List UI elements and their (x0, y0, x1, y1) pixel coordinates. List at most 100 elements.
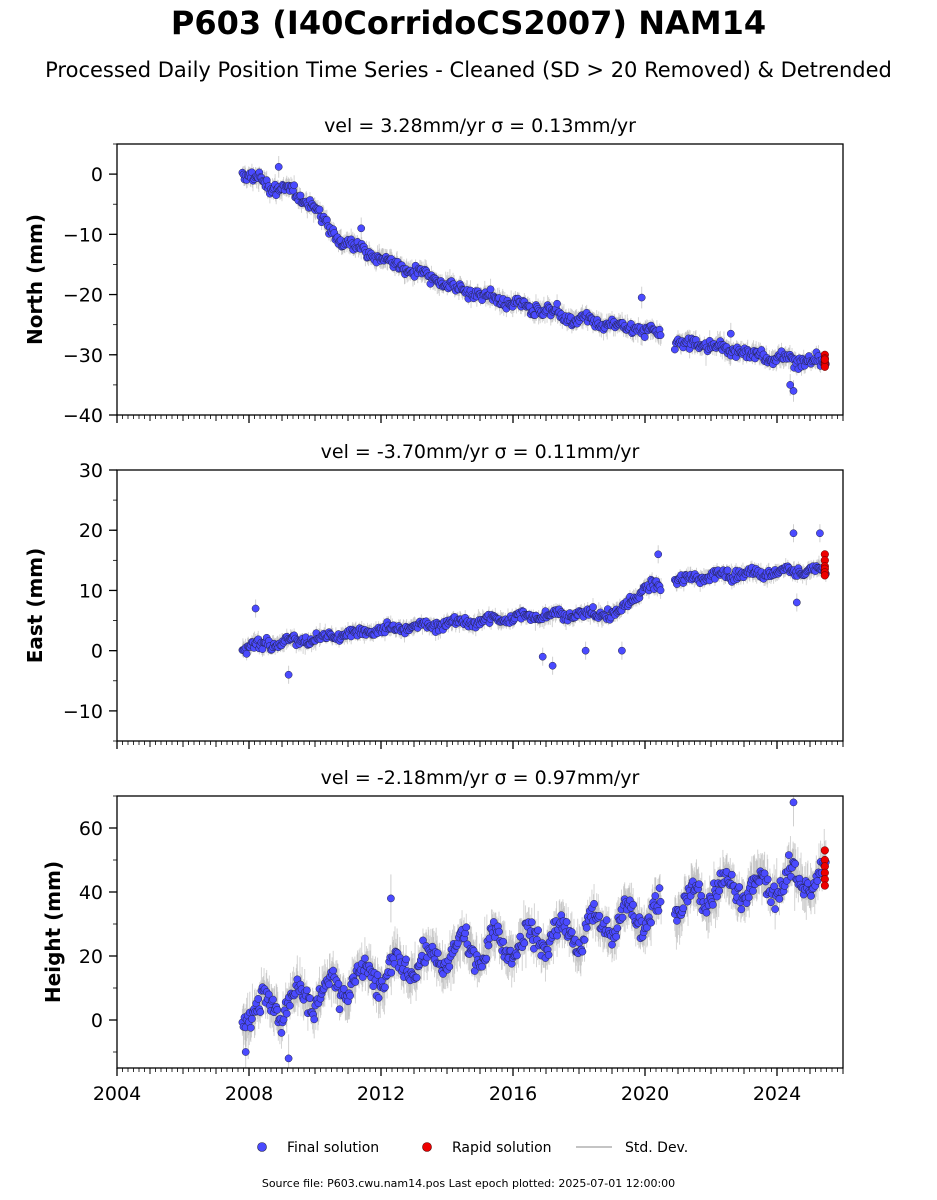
final-point (486, 285, 495, 294)
rapid-point (820, 362, 829, 371)
final-point-outlier (789, 529, 798, 538)
panel-title: vel = -3.70mm/yr σ = 0.11mm/yr (321, 441, 640, 463)
final-point-outlier (618, 646, 626, 655)
final-point (670, 345, 679, 354)
panel-2-data (238, 524, 830, 684)
final-point (329, 966, 338, 975)
rapid-points (820, 550, 829, 580)
final-point (325, 980, 333, 989)
final-point (279, 1015, 288, 1024)
rapid-point (820, 355, 829, 364)
final-point-outlier (726, 329, 735, 338)
panel-1-data (238, 156, 830, 402)
final-point-outlier (816, 529, 824, 538)
panel-3-data (238, 796, 830, 1068)
y-tick-label: 20 (79, 520, 103, 542)
y-axis: 0 −10 −20 −30 −40 (63, 143, 117, 427)
final-point-outlier (581, 646, 590, 655)
y-axis-label: North (mm) (23, 214, 47, 345)
page-title: P603 (I40CorridoCS2007) NAM14 (170, 4, 767, 42)
final-point (351, 978, 360, 986)
final-point-outlier (274, 163, 283, 171)
x-axis (116, 741, 844, 749)
panel-title: vel = 3.28mm/yr σ = 0.13mm/yr (324, 115, 636, 137)
panel-frame (116, 143, 844, 416)
final-point (412, 973, 421, 982)
y-tick-label: 0 (91, 641, 103, 663)
final-point-outlier (637, 293, 646, 302)
y-axis-label: East (mm) (23, 548, 47, 664)
stddev-bars (241, 156, 827, 402)
final-point-outlier (789, 387, 798, 395)
final-point-outlier (251, 604, 260, 613)
final-point (381, 983, 389, 992)
final-point (306, 994, 314, 1003)
panel-2: 30 20 10 0 −10 East (mm) vel = -3.70mm/yr σ = … (23, 441, 844, 749)
final-point (482, 954, 491, 963)
final-point (433, 949, 442, 957)
final-point-outlier (792, 598, 801, 607)
final-point (656, 586, 665, 595)
final-point (589, 603, 597, 611)
final-point (553, 299, 561, 308)
final-point (478, 962, 486, 971)
final-point-outlier (284, 670, 293, 679)
final-point (286, 1001, 294, 1010)
final-point (282, 1009, 291, 1018)
final-point (310, 1015, 319, 1024)
y-tick-label: 0 (91, 164, 103, 186)
panel-1: 0 −10 −20 −30 −40 North (mm) vel = 3.28mm/yr σ… (23, 115, 844, 427)
final-point (269, 995, 277, 1004)
final-point-outlier (538, 652, 547, 661)
final-point (339, 984, 348, 993)
final-point (656, 331, 665, 340)
final-points (238, 798, 830, 1063)
final-points (238, 529, 830, 679)
y-tick-label: −20 (63, 285, 103, 307)
final-point-outlier (548, 661, 557, 670)
y-tick-label: −10 (63, 701, 103, 723)
final-point (264, 990, 273, 999)
y-tick-label: −40 (63, 405, 103, 427)
y-tick-label: −10 (63, 224, 103, 246)
final-points (238, 163, 830, 395)
final-point (373, 971, 382, 979)
final-point-outlier (786, 381, 795, 389)
rapid-points (820, 350, 829, 371)
final-point-outlier (654, 550, 663, 559)
final-point-outlier (357, 224, 366, 233)
y-tick-label: 10 (79, 580, 103, 602)
final-point (277, 1029, 286, 1037)
page-subtitle: Processed Daily Position Time Series - C… (45, 58, 892, 82)
final-point (374, 994, 383, 1002)
final-point (302, 986, 311, 995)
y-tick-label: −30 (63, 345, 103, 367)
final-point (273, 1005, 282, 1014)
y-axis: 30 20 10 0 −10 (63, 460, 117, 742)
final-point (296, 191, 305, 200)
final-point (290, 181, 298, 190)
final-point (640, 333, 649, 341)
final-point (462, 923, 471, 932)
final-point (346, 991, 354, 1000)
final-point (402, 955, 410, 964)
y-tick-label: 30 (79, 460, 103, 482)
final-point (256, 1008, 265, 1016)
final-point (361, 954, 369, 963)
final-point (315, 205, 324, 214)
final-point (387, 968, 396, 977)
final-point (335, 1005, 344, 1014)
x-axis (116, 415, 844, 423)
final-point (246, 1023, 255, 1032)
final-point (723, 566, 732, 575)
final-point (248, 1015, 256, 1023)
final-point (445, 962, 454, 971)
panel-frame (116, 469, 844, 742)
final-point (254, 995, 263, 1003)
rapid-point (820, 571, 829, 580)
final-point (334, 979, 343, 988)
final-point (242, 649, 251, 658)
stddev-bars (241, 524, 827, 684)
